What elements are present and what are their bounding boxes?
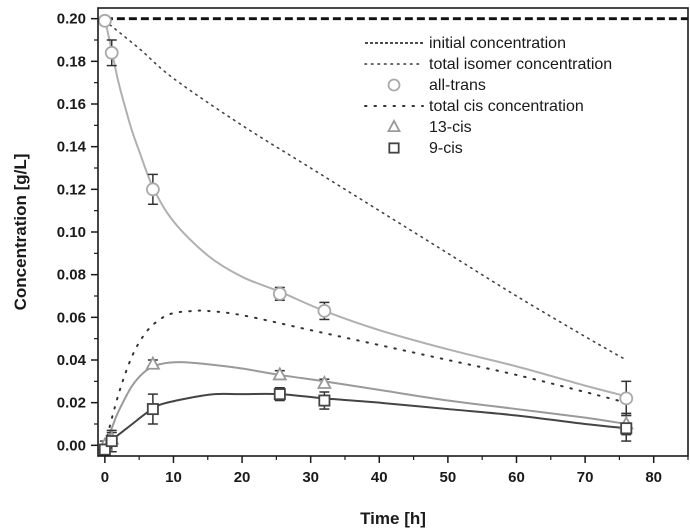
y-tick-label: 0.10 — [57, 224, 86, 241]
point-13-cis — [145, 355, 161, 370]
point-all-trans — [272, 286, 287, 301]
point-9-cis — [620, 422, 633, 435]
x-tick-label: 50 — [440, 469, 457, 486]
legend-label: 9-cis — [429, 140, 463, 157]
y-tick-label: 0.08 — [57, 267, 86, 284]
x-tick-label: 40 — [371, 469, 388, 486]
curve-9-cis-fit — [104, 392, 627, 447]
x-tick-label: 70 — [577, 469, 594, 486]
point-all-trans — [97, 13, 112, 28]
markers-layer — [97, 13, 634, 456]
y-tick-label: 0.14 — [57, 139, 87, 156]
legend-swatch-circle — [387, 78, 401, 92]
x-axis-title: Time [h] — [360, 509, 426, 528]
y-tick-label: 0.04 — [57, 352, 87, 369]
x-tick-label: 20 — [234, 469, 251, 486]
y-tick-label: 0.16 — [57, 96, 86, 113]
curves-layer — [103, 17, 688, 447]
legend-swatch-triangle — [386, 119, 402, 133]
curve-13-cis-fit — [103, 361, 627, 446]
y-tick-label: 0.20 — [57, 11, 86, 28]
x-tick-label: 60 — [508, 469, 525, 486]
curve-total-cis-concentration — [103, 309, 628, 447]
point-all-trans — [104, 45, 119, 60]
y-tick-label: 0.18 — [57, 53, 86, 70]
legend-swatch-square — [388, 142, 400, 154]
legend-label: initial concentration — [429, 35, 566, 52]
x-tick-label: 0 — [101, 469, 109, 486]
x-tick-label: 30 — [302, 469, 319, 486]
x-tick-label: 10 — [165, 469, 182, 486]
legend-label: all-trans — [429, 77, 486, 94]
point-9-cis — [105, 435, 118, 448]
y-tick-label: 0.02 — [57, 395, 86, 412]
y-axis-title: Concentration [g/L] — [11, 154, 30, 311]
x-tick-label: 80 — [645, 469, 662, 486]
point-13-cis — [316, 374, 332, 389]
point-all-trans — [145, 182, 160, 197]
y-tick-label: 0.06 — [57, 309, 86, 326]
ticks-layer: 0 10 20 30 40 50 60 70 80 0.00 0.02 0.04 0.06 0.08 0.1… — [57, 11, 689, 486]
point-13-cis — [272, 366, 288, 381]
legend-label: total cis concentration — [429, 98, 584, 115]
point-9-cis — [98, 443, 111, 456]
point-9-cis — [318, 394, 331, 407]
y-tick-label: 0.12 — [57, 181, 86, 198]
legend: initial concentration total isomer concen… — [364, 35, 612, 157]
point-all-trans — [317, 304, 332, 318]
point-9-cis — [146, 403, 159, 416]
curve-all-trans-fit — [103, 18, 627, 398]
y-tick-label: 0.00 — [57, 437, 86, 454]
legend-label: 13-cis — [429, 119, 472, 136]
point-9-cis — [273, 388, 286, 401]
curve-total-isomer-concentration — [104, 20, 628, 361]
point-all-trans — [619, 391, 634, 406]
legend-label: total isomer concentration — [429, 56, 612, 73]
